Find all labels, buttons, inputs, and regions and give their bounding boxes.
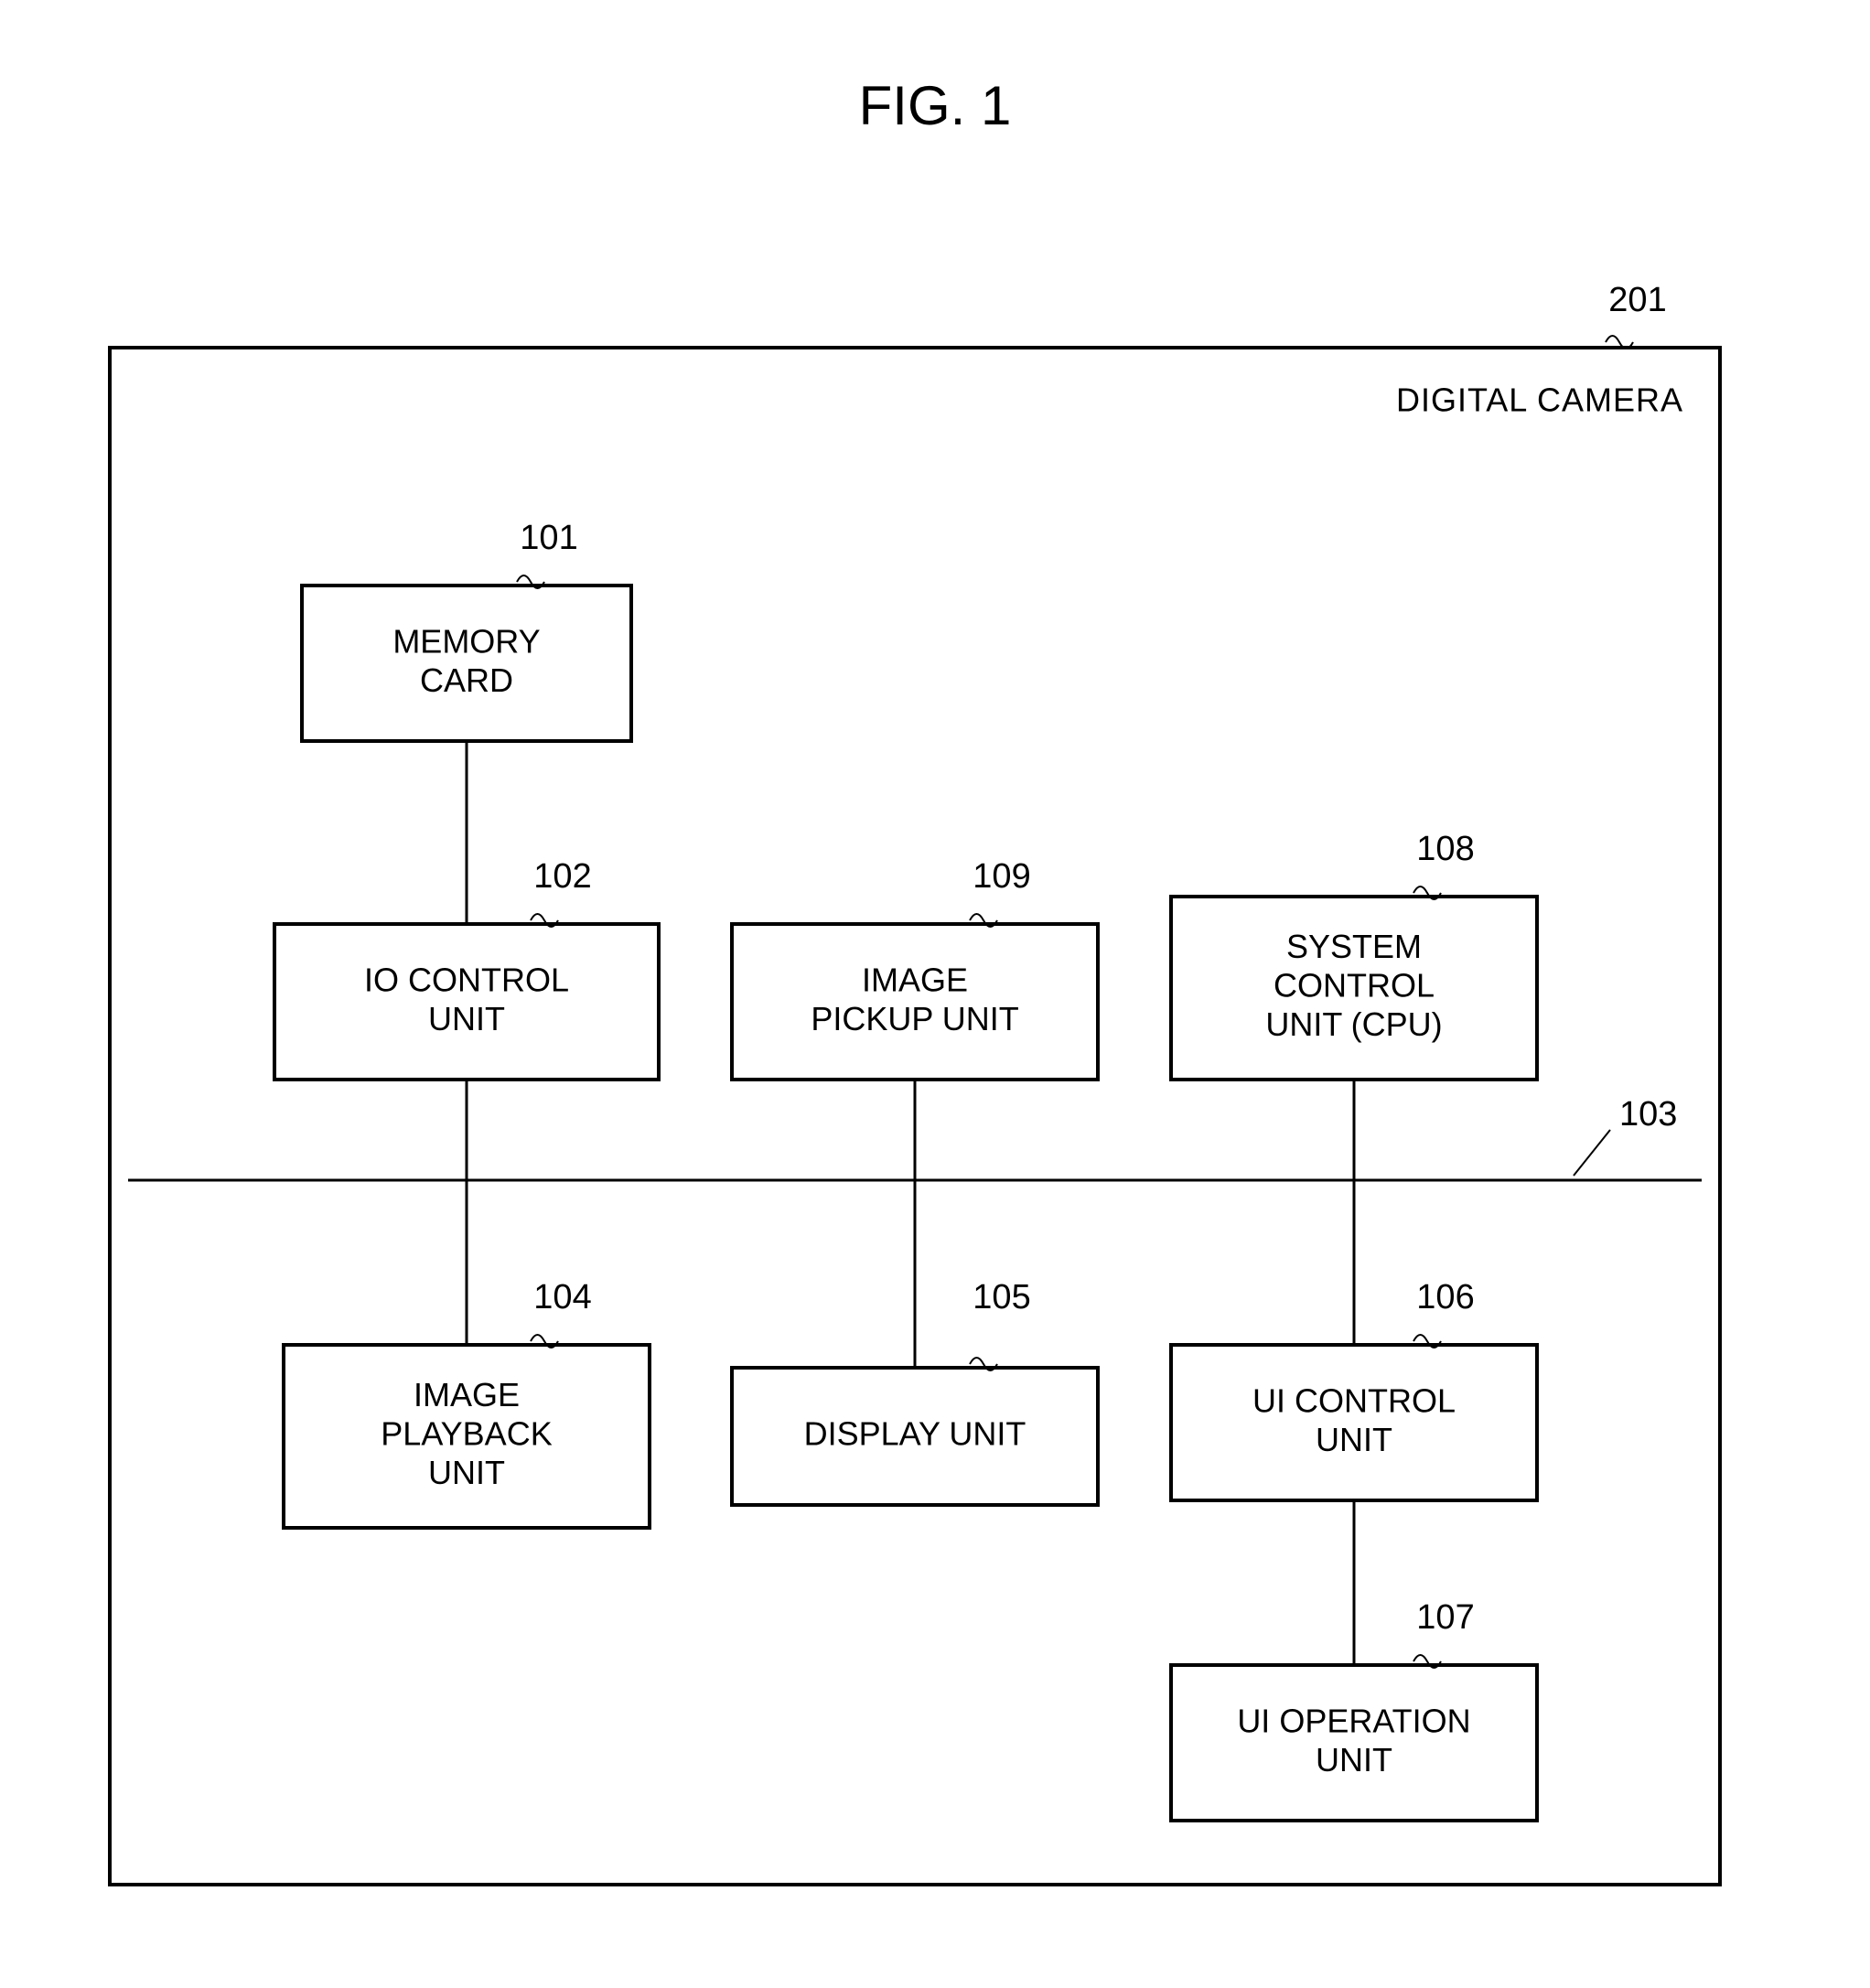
block-label: IMAGE [414,1376,520,1413]
block-label: PLAYBACK [381,1415,552,1453]
block-label: CARD [420,661,513,699]
container-label: DIGITAL CAMERA [1396,381,1683,419]
block-ref: 106 [1416,1278,1474,1316]
block-ref: 105 [973,1278,1030,1316]
block-label: UNIT (CPU) [1265,1005,1442,1043]
block-ref: 101 [520,519,577,557]
block-label: CONTROL [1274,967,1435,1005]
block-label: DISPLAY UNIT [804,1415,1026,1453]
block-label: UNIT [1316,1421,1392,1458]
block-label: UNIT [1316,1741,1392,1778]
block-label: IMAGE [862,961,968,998]
block-ref: 104 [533,1278,591,1316]
bus-ref: 103 [1619,1095,1677,1134]
block-ref: 108 [1416,830,1474,868]
figure-title: FIG. 1 [859,75,1012,136]
block-label: UI CONTROL [1252,1381,1456,1419]
block-label: SYSTEM [1286,928,1422,965]
block-label: IO CONTROL [364,961,569,998]
block-ref: 107 [1416,1598,1474,1637]
container-ref: 201 [1608,281,1666,319]
block-label: UNIT [428,1000,505,1037]
block-label: MEMORY [392,622,540,660]
block-ref: 109 [973,857,1030,896]
block-label: PICKUP UNIT [811,1000,1018,1037]
block-label: UNIT [428,1454,505,1491]
block-label: UI OPERATION [1237,1702,1470,1739]
block-ref: 102 [533,857,591,896]
